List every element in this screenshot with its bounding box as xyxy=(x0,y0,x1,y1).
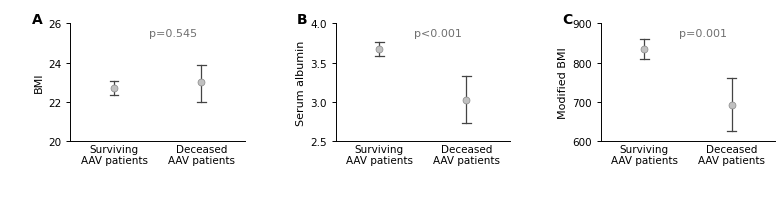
Text: B: B xyxy=(298,13,308,26)
Text: C: C xyxy=(562,13,572,26)
Y-axis label: Modified BMI: Modified BMI xyxy=(558,47,568,119)
Y-axis label: Serum albumin: Serum albumin xyxy=(296,40,306,125)
Text: p<0.001: p<0.001 xyxy=(414,29,462,39)
Text: p=0.001: p=0.001 xyxy=(679,29,727,39)
Text: p=0.545: p=0.545 xyxy=(149,29,197,39)
Y-axis label: BMI: BMI xyxy=(34,73,44,93)
Text: A: A xyxy=(32,13,43,26)
